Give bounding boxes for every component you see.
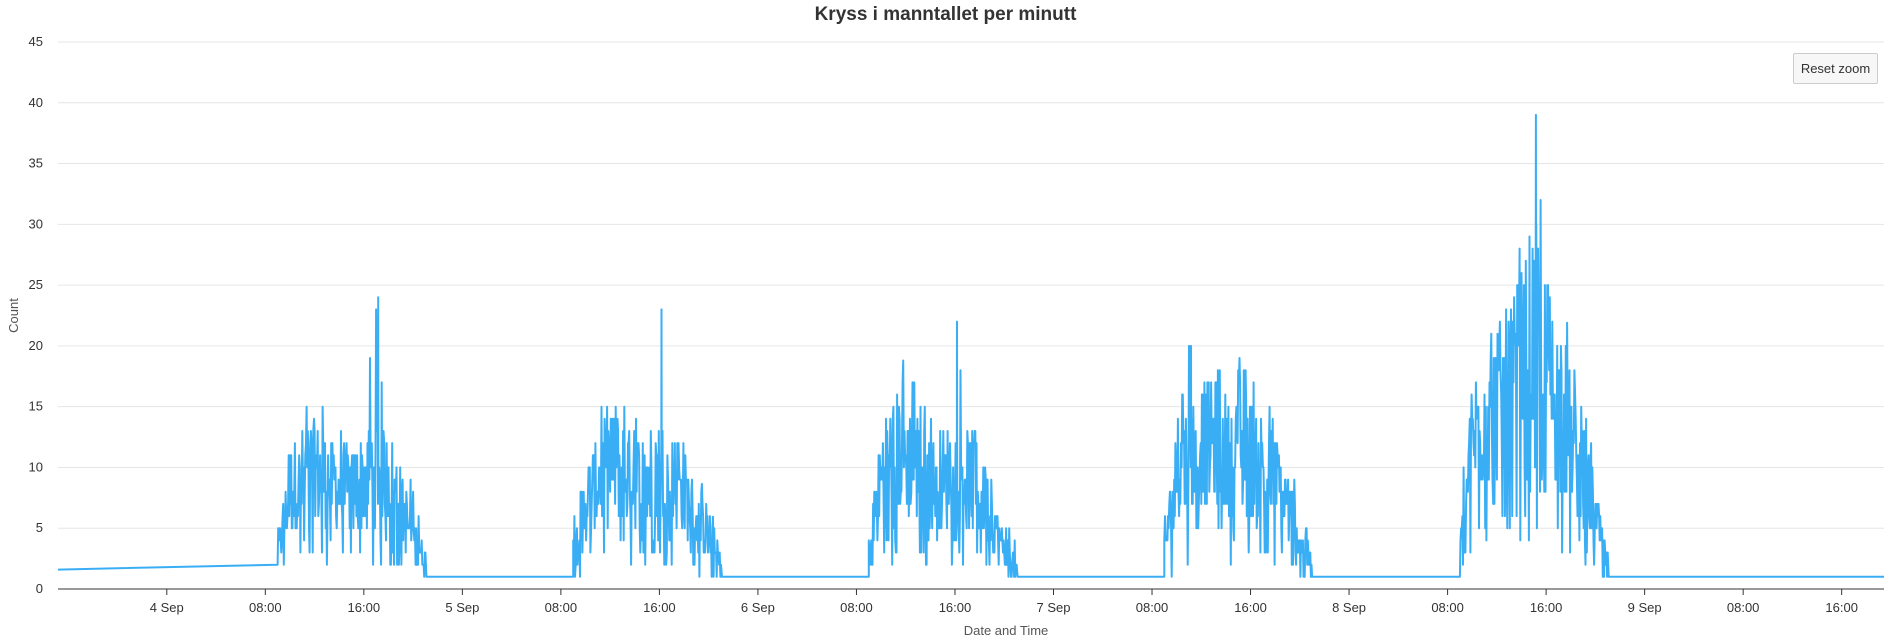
- x-tick-label: 08:00: [1431, 600, 1464, 615]
- x-tick-label: 16:00: [643, 600, 676, 615]
- y-axis-title: Count: [6, 298, 21, 333]
- x-tick-label: 16:00: [939, 600, 972, 615]
- x-tick-label: 16:00: [1825, 600, 1858, 615]
- x-tick-label: 9 Sep: [1628, 600, 1662, 615]
- x-tick-label: 6 Sep: [741, 600, 775, 615]
- y-tick-label: 5: [36, 520, 43, 535]
- y-tick-label: 0: [36, 581, 43, 596]
- y-axis-ticks: 0 5 10 15 20 25 30 35 40 45: [29, 34, 43, 596]
- chart-title: Kryss i manntallet per minutt: [814, 4, 1077, 25]
- y-tick-label: 15: [29, 399, 43, 414]
- y-tick-label: 45: [29, 34, 43, 49]
- x-axis-ticks: 4 Sep 08:00 16:00 5 Sep 08:00 16:00 6 Sep 08:00…: [150, 589, 1858, 615]
- x-tick-label: 8 Sep: [1332, 600, 1366, 615]
- y-tick-label: 10: [29, 459, 43, 474]
- x-tick-label: 08:00: [840, 600, 873, 615]
- x-tick-label: 4 Sep: [150, 600, 184, 615]
- x-tick-label: 7 Sep: [1037, 600, 1071, 615]
- y-tick-label: 25: [29, 277, 43, 292]
- series-line[interactable]: [57, 113, 1884, 578]
- y-tick-label: 30: [29, 216, 43, 231]
- x-axis-title: Date and Time: [964, 623, 1049, 637]
- x-tick-label: 16:00: [1234, 600, 1267, 615]
- y-tick-label: 35: [29, 156, 43, 171]
- y-tick-label: 40: [29, 95, 43, 110]
- x-tick-label: 08:00: [249, 600, 282, 615]
- y-tick-label: 20: [29, 338, 43, 353]
- x-tick-label: 08:00: [1136, 600, 1169, 615]
- grid-lines: [58, 41, 1884, 529]
- reset-zoom-button[interactable]: Reset zoom: [1793, 53, 1878, 84]
- x-tick-label: 08:00: [1727, 600, 1760, 615]
- x-tick-label: 5 Sep: [445, 600, 479, 615]
- x-tick-label: 16:00: [1530, 600, 1563, 615]
- x-tick-label: 16:00: [348, 600, 381, 615]
- x-tick-label: 08:00: [545, 600, 578, 615]
- series-group: [57, 113, 1884, 578]
